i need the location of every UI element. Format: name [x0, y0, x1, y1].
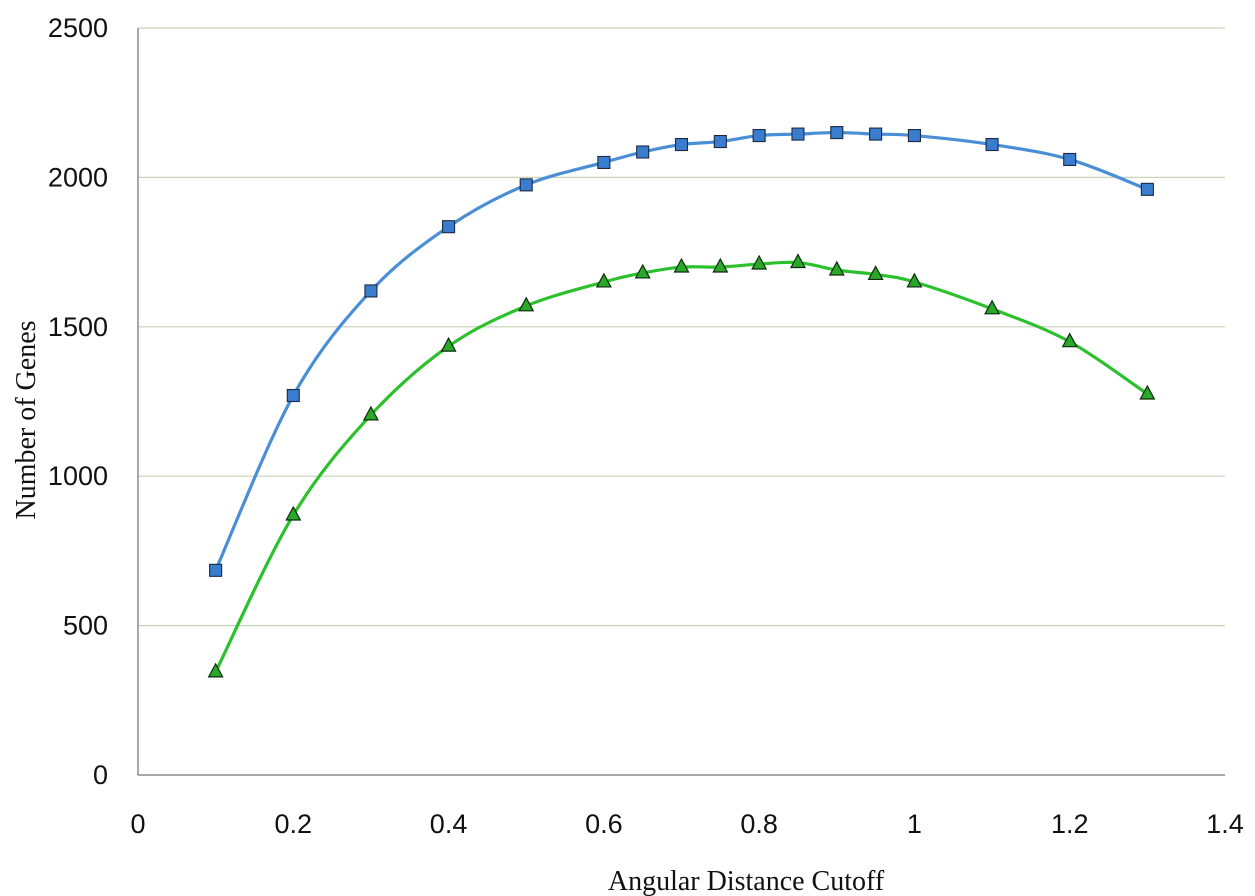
series-1-point [440, 336, 457, 352]
series-1-point [362, 405, 379, 421]
x-tick-label: 1 [907, 809, 922, 839]
series-1-point [595, 272, 612, 288]
series-0-point [597, 155, 611, 170]
series-1-point [285, 505, 302, 521]
x-axis-title: Angular Distance Cutoff [608, 866, 885, 896]
x-tick-label: 0.8 [740, 809, 778, 839]
series-1-line [214, 260, 1149, 673]
series-0-point [364, 284, 378, 298]
y-tick-label: 500 [63, 611, 108, 641]
labels-layer: Angular Distance Cutoff Number of Genes … [11, 13, 1244, 896]
series-1-point [1139, 384, 1156, 400]
series-0-point [713, 134, 727, 149]
x-tick-label: 1.4 [1206, 809, 1244, 839]
x-tick-label: 0.6 [585, 809, 623, 839]
series-1-point [751, 254, 768, 270]
series-1-point [207, 662, 224, 678]
series-0-point [985, 137, 999, 152]
series-0-point [286, 388, 300, 403]
axes-layer [137, 28, 1225, 776]
x-tick-label: 0.4 [430, 809, 468, 839]
series-1-point [906, 272, 923, 288]
grid-layer [138, 27, 1225, 627]
y-tick-label: 2000 [48, 162, 108, 192]
y-tick-label: 0 [93, 760, 108, 790]
series-0-point [674, 137, 689, 152]
y-tick-label: 1500 [48, 312, 108, 342]
series-0-point [869, 127, 883, 141]
series-0-point [636, 145, 650, 159]
series-0-point [830, 126, 844, 140]
y-tick-label: 2500 [48, 13, 108, 43]
series-0-point [907, 129, 921, 143]
y-tick-label: 1000 [48, 461, 108, 491]
series-1-point [789, 253, 806, 269]
series-1-point [828, 260, 845, 276]
series-1-point [673, 257, 690, 273]
x-tick-label: 0.2 [275, 809, 313, 839]
series-1-point [1061, 332, 1078, 348]
series-0-line [214, 130, 1148, 571]
series-0-point [791, 127, 805, 141]
series-1-point [634, 263, 651, 279]
x-tick-label: 1.2 [1051, 809, 1089, 839]
series-1-point [518, 296, 535, 312]
series-0-point [442, 220, 456, 234]
x-tick-label: 0 [130, 809, 145, 839]
series-0-point [1063, 152, 1077, 167]
series-0-point [752, 129, 766, 143]
series-0-point [519, 178, 533, 192]
series-layer [207, 126, 1156, 678]
series-1-point [984, 299, 1001, 315]
series-0-point [1140, 182, 1154, 196]
series-1-point [712, 257, 729, 273]
series-0-point [209, 563, 223, 577]
y-axis-title: Number of Genes [11, 320, 42, 519]
series-1-point [867, 265, 884, 281]
